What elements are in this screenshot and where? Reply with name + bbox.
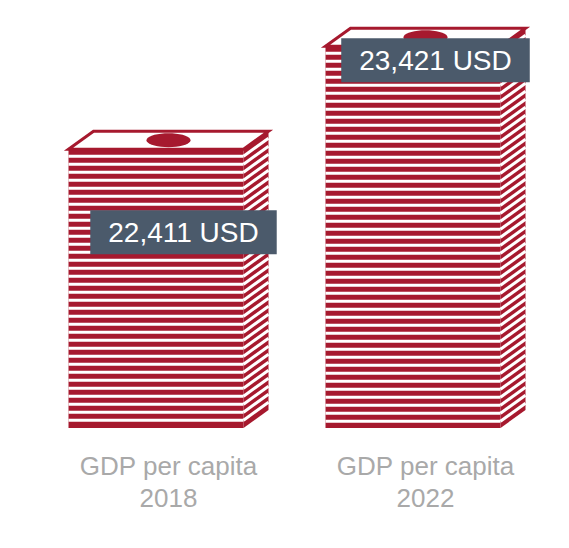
- svg-text:GDP per capita: GDP per capita: [337, 451, 515, 481]
- svg-text:22,411 USD: 22,411 USD: [108, 217, 258, 248]
- svg-text:23,421 USD: 23,421 USD: [359, 45, 512, 76]
- svg-text:GDP per capita: GDP per capita: [80, 451, 258, 481]
- svg-text:2018: 2018: [140, 483, 198, 513]
- svg-text:2022: 2022: [397, 483, 455, 513]
